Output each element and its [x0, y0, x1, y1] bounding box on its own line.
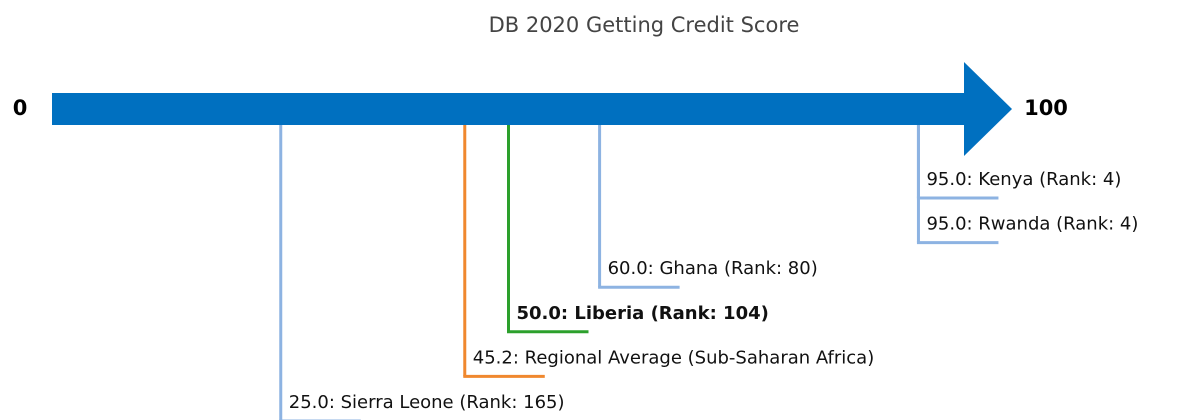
marker-label: 45.2: Regional Average (Sub-Saharan Afri… — [473, 347, 874, 368]
marker-label: 95.0: Kenya (Rank: 4) — [926, 169, 1121, 190]
marker-label: 60.0: Ghana (Rank: 80) — [608, 258, 818, 279]
axis-end-label: 100 — [1024, 96, 1068, 120]
axis-end-label: 0 — [13, 96, 28, 120]
marker-label: 25.0: Sierra Leone (Rank: 165) — [289, 392, 565, 413]
marker-label: 50.0: Liberia (Rank: 104) — [517, 303, 769, 324]
axis-arrow-head — [964, 62, 1012, 156]
chart-title: DB 2020 Getting Credit Score — [489, 13, 800, 37]
marker-label: 95.0: Rwanda (Rank: 4) — [926, 214, 1138, 235]
axis-arrow-body — [52, 93, 965, 125]
